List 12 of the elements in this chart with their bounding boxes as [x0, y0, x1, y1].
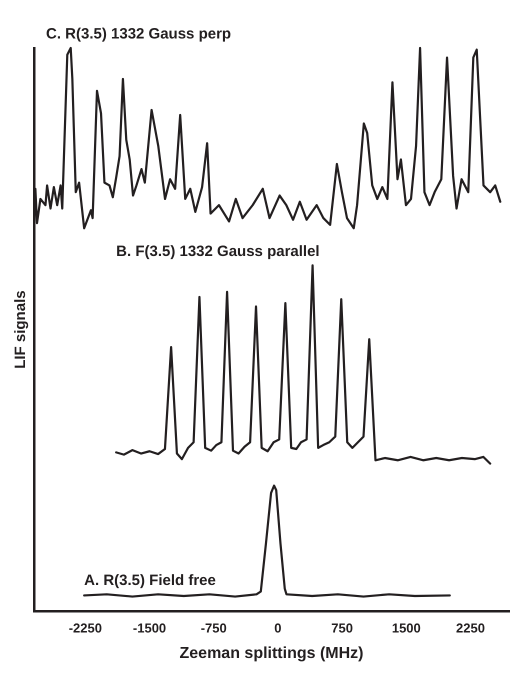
x-tick-label: 0 [274, 620, 282, 636]
series-label: B. F(3.5) 1332 Gauss parallel [116, 243, 320, 260]
x-axis-title: Zeeman splittings (MHz) [179, 644, 364, 662]
series-label: C. R(3.5) 1332 Gauss perp [46, 26, 232, 43]
x-tick-label: 2250 [456, 620, 485, 636]
y-axis-title: LIF signals [12, 290, 30, 369]
x-tick-label: -750 [200, 620, 227, 636]
x-tick-label: 750 [331, 620, 353, 636]
series-label: A. R(3.5) Field free [84, 572, 216, 589]
x-tick-label: -1500 [132, 620, 166, 636]
x-tick-label: -2250 [68, 620, 102, 636]
x-tick-label: 1500 [392, 620, 421, 636]
